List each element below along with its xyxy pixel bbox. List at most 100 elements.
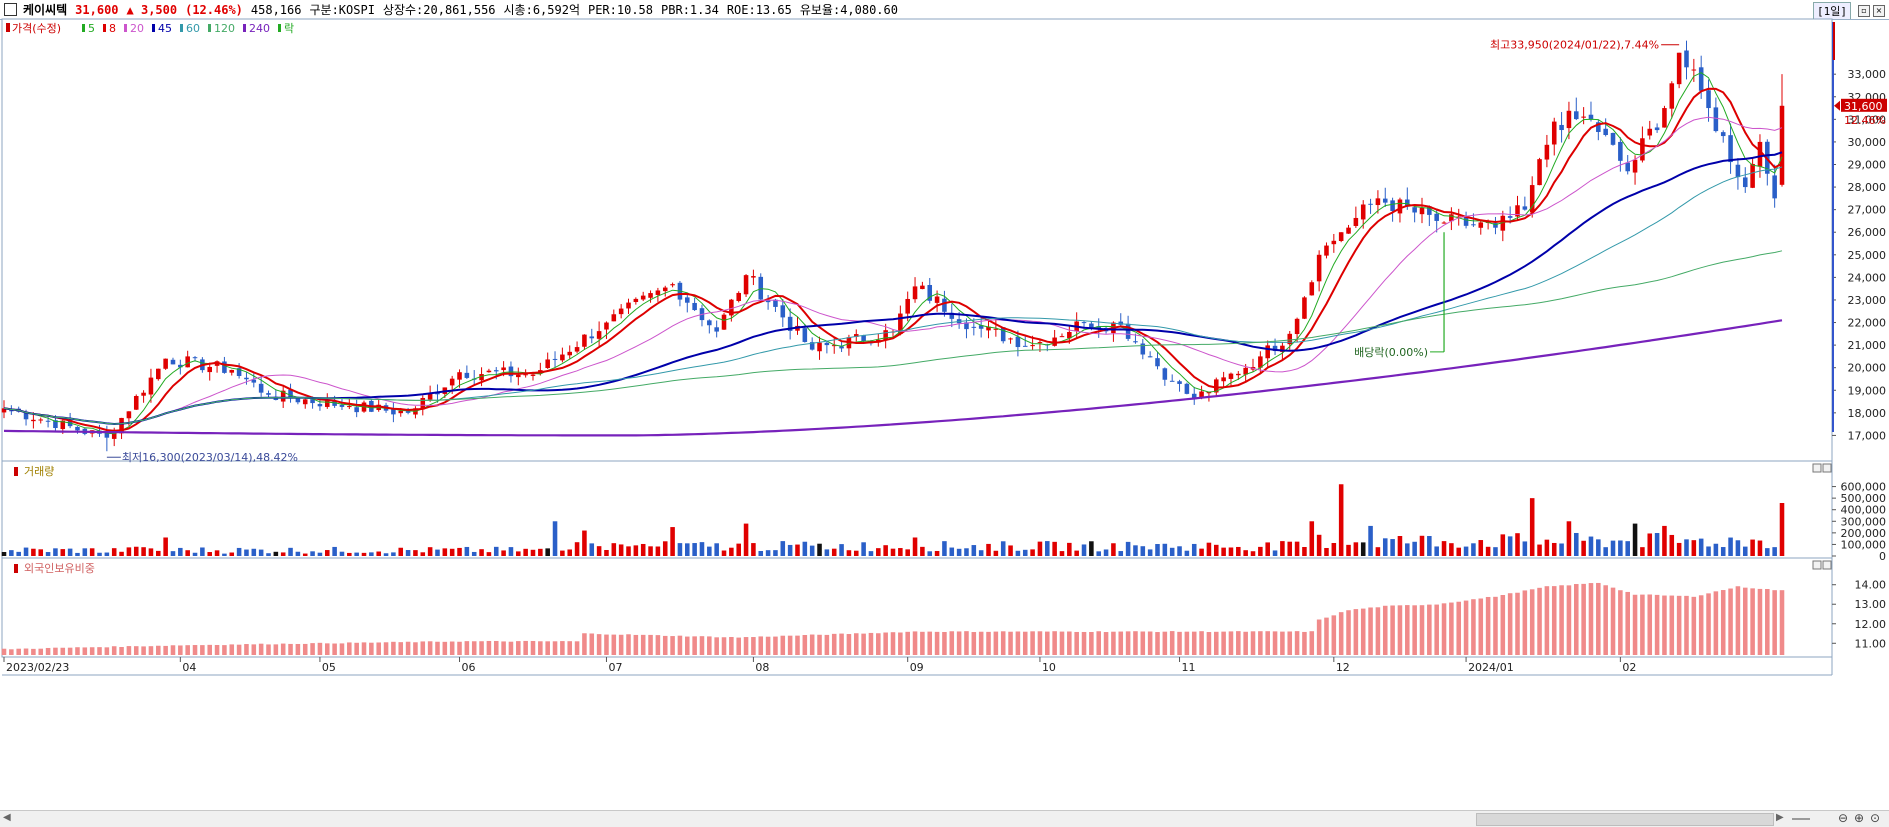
scroll-right-icon[interactable]: ▶ [1776,812,1784,823]
candle-body [1353,217,1359,226]
volume-bar [640,543,646,556]
foreign-bar [1140,631,1146,655]
volume-bar [391,552,396,556]
volume-bar [1338,484,1344,556]
volume-tick-label: 400,000 [1841,504,1887,517]
foreign-bar [97,647,102,655]
volume-bar [1368,525,1373,556]
volume-bar [662,541,668,556]
foreign-bar [1155,632,1160,655]
foreign-bar [214,644,220,655]
legend-swatch-4 [152,24,155,32]
foreign-bar [516,641,521,655]
volume-bar [185,550,190,556]
candle-body [244,377,249,380]
volume-bar [978,550,984,556]
volume-bar [295,551,301,556]
foreign-bar [1419,605,1425,655]
volume-bar [1728,537,1733,556]
volume-bar [516,551,521,556]
volume-value: 458,166 [250,2,302,17]
volume-bar [707,546,712,556]
candle-body [1750,163,1755,188]
volume-bar [1022,549,1028,556]
volume-bar [207,552,212,556]
foreign-bar [310,643,315,655]
volume-bar [501,550,506,556]
volume-bar [1052,541,1057,556]
volume-bar [1103,549,1109,556]
foreign-bar [273,644,279,655]
foreign-bar [876,633,881,655]
volume-bar [552,521,558,556]
volume-bar [266,553,271,556]
candle-body [1559,124,1564,131]
foreign-bar [435,641,440,655]
volume-bar [1147,549,1153,556]
volume-bar [780,541,786,556]
scroll-left-icon[interactable]: ◀ [3,812,11,823]
select-checkbox[interactable] [4,3,17,16]
volume-bar [133,546,139,556]
volume-bar [1287,541,1293,556]
candle-body [1375,198,1381,206]
candle-body [516,374,521,378]
candle-body [589,336,595,339]
close-icon[interactable]: × [1873,5,1885,17]
volume-bar [699,542,705,556]
candle-body [1522,206,1528,210]
scroll-thumb[interactable] [1476,813,1774,826]
foreign-bar [89,647,95,655]
volume-bar [1155,544,1160,556]
legend-swatch-3 [124,24,127,32]
candle-body [1008,338,1013,340]
candle-body [1067,331,1072,339]
foreign-bar [347,642,352,655]
zoom-out-icon[interactable]: ⊖ [1838,811,1849,825]
foreign-bar [53,647,58,655]
horizontal-scrollbar[interactable]: ◀ ▶ ⎯⎯⎯ ⊖ ⊕ ⊙ [0,810,1889,827]
zoom-range-slider[interactable]: ⎯⎯⎯ [1792,811,1811,825]
candle-body [479,374,484,381]
minimize-icon[interactable]: ▫ [1858,5,1870,17]
foreign-bar [898,632,903,655]
foreign-bar [743,637,749,655]
foreign-bar [758,636,764,655]
foreign-bar [1640,594,1645,655]
candle-body [1669,83,1675,109]
foreign-bar [978,631,984,655]
foreign-bar [420,641,426,655]
legend-item-0: 가격(수정) [12,22,61,35]
volume-bar [839,544,844,556]
volume-bar [596,546,602,556]
volume-bar [1213,544,1219,556]
volume-bar [574,542,580,556]
candle-body [1772,175,1777,199]
candle-body [1096,326,1101,329]
candle-body [530,374,536,376]
shares-listed: 상장수:20,861,556 [382,3,496,17]
candle-body [971,326,977,328]
volume-bar [582,530,587,556]
volume-bar [993,550,999,556]
volume-bar [1478,540,1484,556]
foreign-bar [1206,632,1212,655]
zoom-reset-icon[interactable]: ⊙ [1870,811,1881,825]
candle-body [163,358,168,369]
candle-body [787,316,793,331]
zoom-in-icon[interactable]: ⊕ [1854,811,1865,825]
foreign-bar [156,645,161,655]
foreign-bar [1250,631,1256,655]
volume-bar [1412,541,1417,556]
candle-body [1640,138,1645,161]
foreign-bar [67,647,73,655]
foreign-bar [1412,605,1417,655]
volume-bar [111,548,117,556]
candle-body [1684,50,1689,68]
foreign-bar [464,641,470,655]
volume-bar [1537,544,1542,556]
timeframe-selector[interactable]: [1일] [1813,2,1851,19]
volume-bar [523,548,528,556]
volume-bar [604,549,609,556]
